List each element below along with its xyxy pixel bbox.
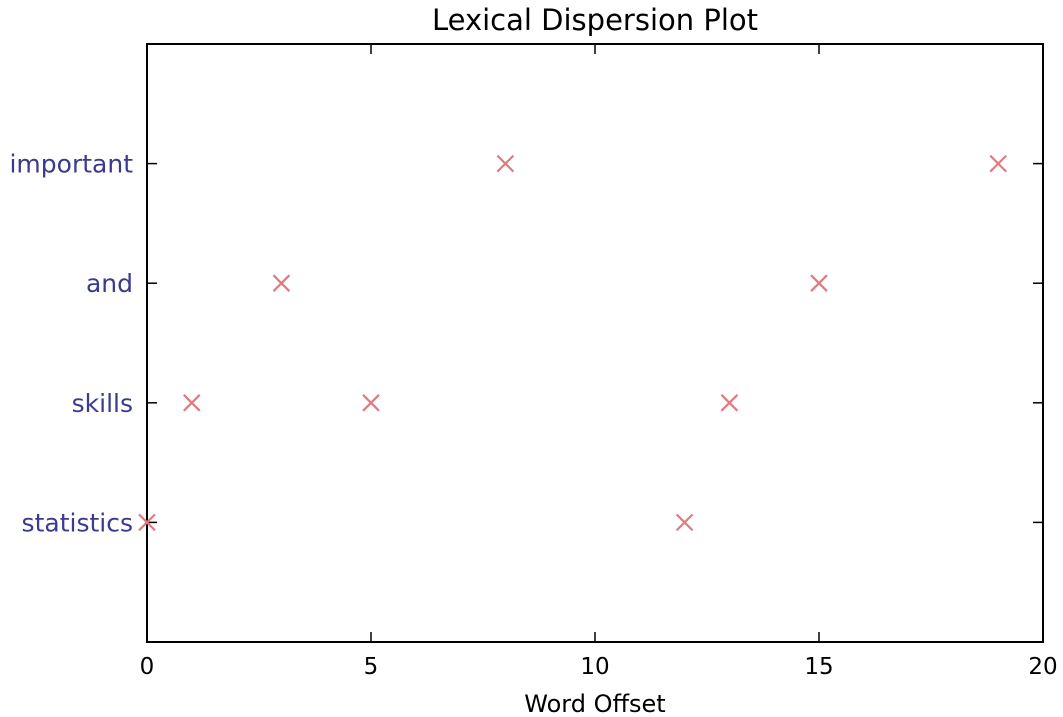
y-tick-label-skills: skills [72,389,133,418]
data-point-marker [496,154,515,173]
y-tick-label-and: and [86,269,133,298]
y-tick-labels: statistics skills and important [9,150,133,538]
data-point-marker [675,513,694,532]
data-points [138,154,1007,532]
plot-area [146,43,1044,643]
x-tick-labels: 0 5 10 15 20 [140,654,1058,680]
data-point-marker [362,394,380,412]
axis-ticks [146,44,1044,642]
x-tick-label: 5 [364,654,379,680]
data-point-marker [272,274,291,292]
data-point-marker [720,394,739,412]
y-tick-label-statistics: statistics [22,508,133,537]
x-tick-label: 10 [580,654,609,680]
chart-title: Lexical Dispersion Plot [432,3,758,37]
x-axis-label: Word Offset [524,690,665,717]
x-tick-label: 0 [140,654,155,680]
data-point-marker [810,274,828,292]
data-point-marker [138,513,156,532]
data-point-marker [989,154,1007,173]
y-tick-label-important: important [9,150,133,179]
data-point-marker [183,394,201,412]
x-tick-label: 20 [1028,654,1057,680]
x-tick-label: 15 [804,654,833,680]
